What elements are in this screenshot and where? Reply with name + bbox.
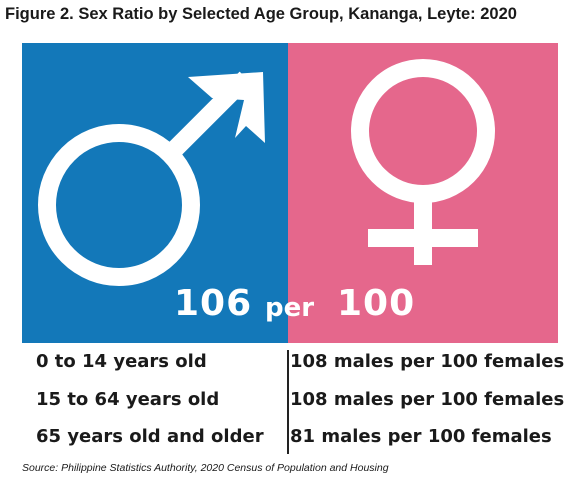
table-row: 0 to 14 years old 108 males per 100 fema… (22, 351, 564, 381)
female-panel (288, 43, 558, 343)
males-value: 106 (174, 283, 253, 324)
sex-ratio-value: 108 males per 100 females (290, 389, 565, 410)
sex-ratio-value: 108 males per 100 females (290, 351, 565, 372)
female-symbol-icon (351, 59, 495, 265)
table-row: 15 to 64 years old 108 males per 100 fem… (22, 389, 564, 419)
sex-ratio-headline: 106 per 100 (22, 283, 558, 333)
table-row: 65 years old and older 81 males per 100 … (22, 426, 558, 456)
column-divider (287, 350, 289, 454)
age-group-label: 15 to 64 years old (36, 389, 220, 410)
age-group-table: 0 to 14 years old 108 males per 100 fema… (22, 343, 564, 460)
sex-ratio-value: 81 males per 100 females (290, 426, 552, 447)
source-note: Source: Philippine Statistics Authority,… (22, 462, 389, 474)
male-symbol-icon (38, 71, 265, 286)
age-group-label: 65 years old and older (36, 426, 264, 447)
chart-title: Figure 2. Sex Ratio by Selected Age Grou… (5, 5, 517, 23)
male-panel (22, 43, 288, 343)
per-label: per (265, 293, 315, 323)
females-value: 100 (337, 283, 416, 324)
age-group-label: 0 to 14 years old (36, 351, 207, 372)
